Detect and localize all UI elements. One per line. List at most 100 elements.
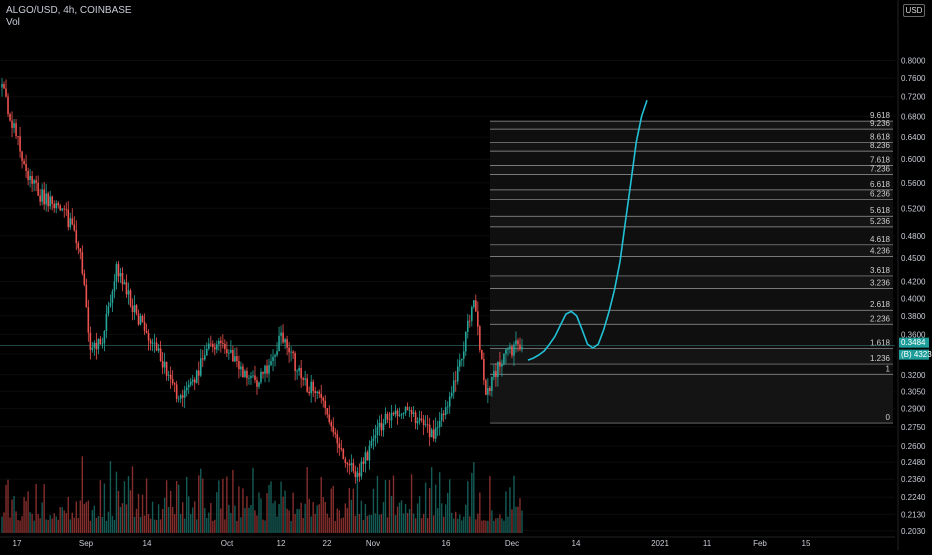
candle-body bbox=[378, 422, 381, 428]
volume-bar bbox=[392, 475, 395, 533]
volume-bar bbox=[346, 507, 349, 533]
volume-bar bbox=[49, 515, 51, 533]
candle-body bbox=[466, 320, 469, 332]
currency-badge[interactable]: USD bbox=[903, 4, 925, 17]
candle-body bbox=[456, 366, 459, 382]
volume-bar bbox=[198, 475, 200, 533]
volume-bar bbox=[77, 518, 79, 533]
candle-body bbox=[125, 282, 128, 295]
volume-bar bbox=[147, 514, 150, 533]
volume-bar bbox=[21, 516, 23, 533]
volume-bar bbox=[264, 520, 266, 533]
volume-bar bbox=[440, 503, 443, 533]
volume-bar bbox=[340, 518, 343, 533]
y-tick-label: 0.6000 bbox=[901, 155, 926, 164]
candle-body bbox=[440, 413, 443, 421]
candle-body bbox=[71, 218, 74, 225]
y-tick-label: 0.4800 bbox=[901, 232, 926, 241]
volume-bar bbox=[173, 514, 176, 533]
volume-bar bbox=[53, 513, 55, 533]
fib-zone bbox=[490, 256, 893, 276]
fib-zone bbox=[490, 121, 893, 130]
volume-bar bbox=[137, 493, 140, 533]
fib-level-label: 0 bbox=[886, 413, 891, 422]
candle-body bbox=[507, 349, 509, 350]
volume-bar bbox=[316, 505, 318, 533]
candle-body bbox=[193, 379, 196, 383]
volume-bar bbox=[95, 517, 98, 533]
volume-bar bbox=[39, 518, 41, 533]
candle-body bbox=[322, 397, 325, 401]
candle-body bbox=[268, 365, 270, 374]
candle-body bbox=[398, 415, 401, 416]
candle-body bbox=[410, 410, 413, 414]
candle-body bbox=[105, 313, 108, 332]
candle-body bbox=[17, 136, 19, 137]
candle-body bbox=[495, 370, 497, 378]
candle-body bbox=[422, 419, 425, 426]
candle-body bbox=[177, 398, 180, 400]
candle-body bbox=[31, 176, 33, 184]
y-tick-label: 0.6400 bbox=[901, 133, 926, 142]
volume-bar bbox=[157, 504, 160, 533]
volume-bar bbox=[29, 512, 31, 533]
y-tick-label: 0.3800 bbox=[901, 312, 926, 321]
candle-body bbox=[479, 326, 481, 350]
volume-bar bbox=[220, 508, 222, 533]
candle-body bbox=[111, 291, 114, 303]
volume-bar bbox=[276, 516, 278, 533]
candle-body bbox=[360, 461, 363, 477]
volume-bar bbox=[322, 496, 324, 533]
candle-body bbox=[376, 427, 379, 435]
volume-bar bbox=[404, 503, 407, 533]
volume-bar bbox=[222, 478, 224, 533]
candle-body bbox=[278, 335, 280, 352]
volume-bar bbox=[33, 520, 35, 533]
x-tick-label: 11 bbox=[703, 539, 712, 548]
volume-bar bbox=[344, 503, 347, 533]
candle-body bbox=[477, 311, 479, 327]
volume-bar bbox=[81, 456, 84, 533]
candle-body bbox=[139, 315, 142, 325]
candle-body bbox=[1, 84, 3, 88]
candle-body bbox=[374, 434, 377, 439]
volume-bar bbox=[400, 500, 403, 533]
fib-level-label: 5.236 bbox=[870, 217, 891, 226]
volume-bar bbox=[9, 517, 11, 533]
candle-body bbox=[513, 344, 515, 356]
volume-bar bbox=[69, 519, 71, 533]
volume-bar bbox=[181, 502, 184, 533]
fib-level-label: 9.618 bbox=[870, 111, 891, 120]
volume-bar bbox=[463, 516, 465, 533]
x-tick-label: Nov bbox=[366, 539, 380, 548]
candle-body bbox=[324, 400, 327, 409]
volume-bar bbox=[117, 491, 120, 533]
y-tick-label: 0.2900 bbox=[901, 405, 926, 414]
candle-body bbox=[505, 349, 507, 354]
volume-bar bbox=[252, 467, 254, 533]
volume-bar bbox=[11, 499, 13, 533]
candle-body bbox=[147, 332, 150, 341]
volume-bar bbox=[186, 476, 188, 533]
volume-bar bbox=[244, 507, 246, 533]
volume-bar bbox=[306, 467, 308, 533]
volume-bar bbox=[143, 515, 146, 533]
volume-bar bbox=[294, 513, 296, 533]
candle-body bbox=[517, 340, 519, 345]
volume-bar bbox=[318, 504, 320, 533]
candle-body bbox=[151, 342, 154, 344]
volume-bar bbox=[256, 515, 258, 533]
volume-bar bbox=[479, 492, 481, 533]
candle-body bbox=[216, 344, 218, 350]
candle-body bbox=[348, 464, 351, 466]
volume-bar bbox=[194, 501, 196, 533]
candle-body bbox=[386, 413, 389, 420]
candle-body bbox=[41, 189, 43, 202]
candle-body bbox=[199, 358, 202, 376]
candle-body bbox=[460, 358, 463, 361]
volume-bar bbox=[5, 484, 7, 533]
candle-body bbox=[51, 196, 53, 204]
fib-level-label: 1 bbox=[886, 364, 891, 373]
